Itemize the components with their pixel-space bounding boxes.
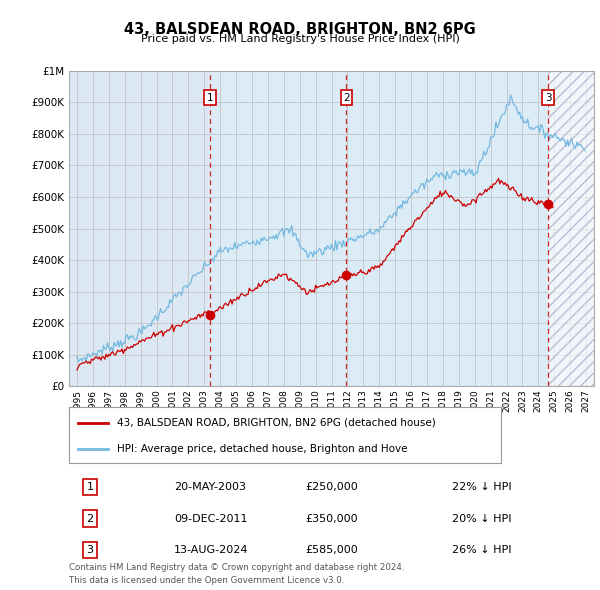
Text: Price paid vs. HM Land Registry's House Price Index (HPI): Price paid vs. HM Land Registry's House …	[140, 34, 460, 44]
Bar	[210, 71, 548, 386]
Text: 43, BALSDEAN ROAD, BRIGHTON, BN2 6PG: 43, BALSDEAN ROAD, BRIGHTON, BN2 6PG	[124, 22, 476, 37]
Text: 26% ↓ HPI: 26% ↓ HPI	[452, 545, 512, 555]
Text: 1: 1	[86, 482, 94, 492]
Text: 2: 2	[343, 93, 350, 103]
Text: 20% ↓ HPI: 20% ↓ HPI	[452, 513, 512, 523]
Text: 13-AUG-2024: 13-AUG-2024	[174, 545, 248, 555]
Text: £250,000: £250,000	[305, 482, 358, 492]
Text: 43, BALSDEAN ROAD, BRIGHTON, BN2 6PG (detached house): 43, BALSDEAN ROAD, BRIGHTON, BN2 6PG (de…	[116, 418, 435, 428]
Text: 20-MAY-2003: 20-MAY-2003	[174, 482, 246, 492]
Text: 1: 1	[207, 93, 214, 103]
Text: 09-DEC-2011: 09-DEC-2011	[174, 513, 248, 523]
Text: 3: 3	[545, 93, 551, 103]
Text: HPI: Average price, detached house, Brighton and Hove: HPI: Average price, detached house, Brig…	[116, 444, 407, 454]
Text: 22% ↓ HPI: 22% ↓ HPI	[452, 482, 512, 492]
Text: 2: 2	[86, 513, 94, 523]
Text: £585,000: £585,000	[305, 545, 358, 555]
Text: This data is licensed under the Open Government Licence v3.0.: This data is licensed under the Open Gov…	[69, 576, 344, 585]
Text: £350,000: £350,000	[305, 513, 358, 523]
Bar	[548, 71, 594, 386]
Text: Contains HM Land Registry data © Crown copyright and database right 2024.: Contains HM Land Registry data © Crown c…	[69, 563, 404, 572]
Text: 3: 3	[86, 545, 94, 555]
